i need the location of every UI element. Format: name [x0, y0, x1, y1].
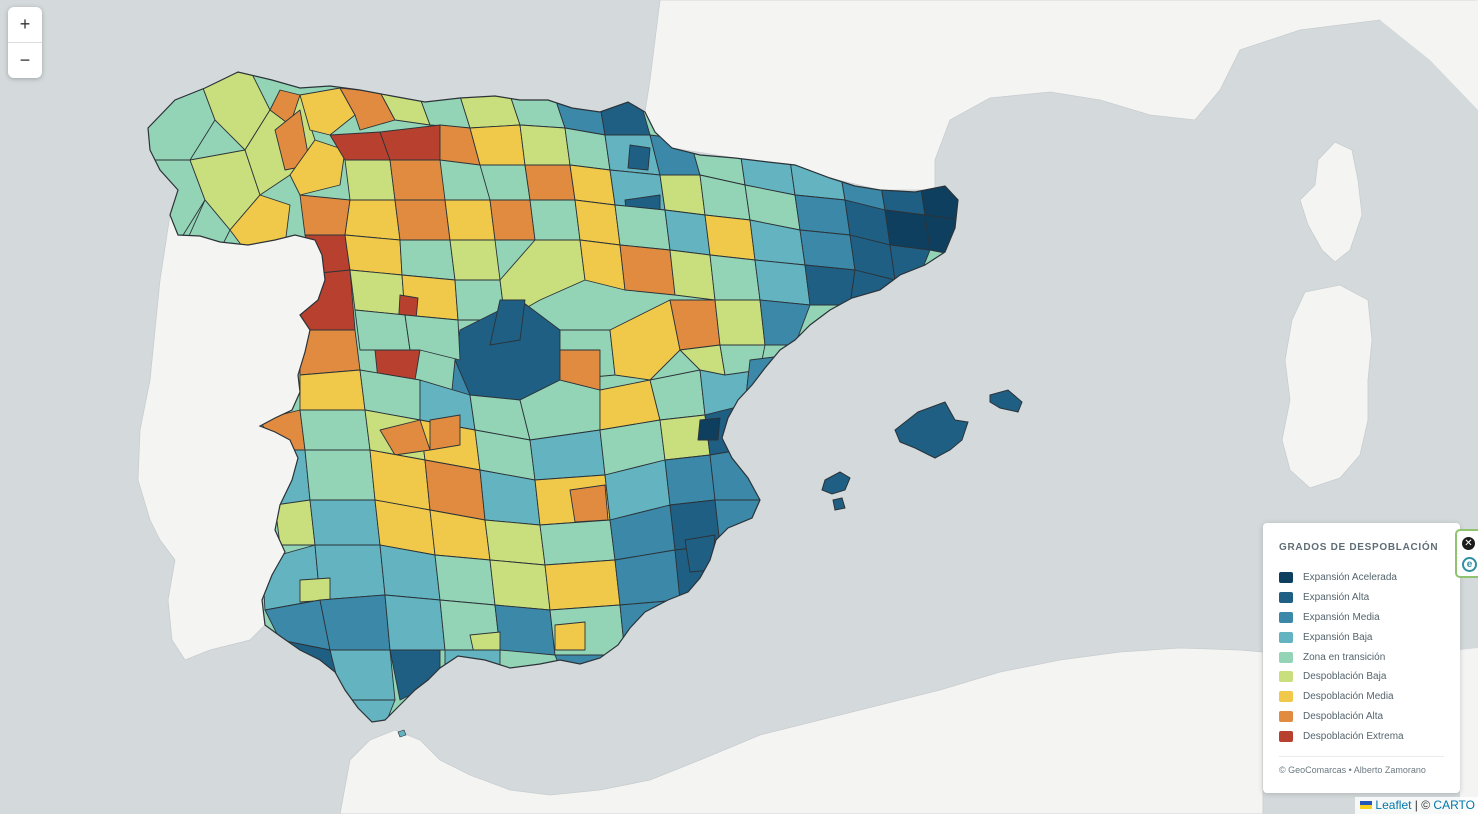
e-logo-icon[interactable]: e [1462, 557, 1477, 572]
legend-label: Zona en transición [1303, 651, 1386, 663]
legend-label: Despoblación Extrema [1303, 730, 1404, 742]
carto-link[interactable]: CARTO [1433, 798, 1475, 812]
legend-item: Expansión Baja [1279, 627, 1444, 647]
legend-swatch [1279, 730, 1293, 742]
close-circle-icon[interactable]: ✕ [1462, 537, 1475, 550]
legend-swatch [1279, 572, 1293, 584]
legend-item: Despoblación Baja [1279, 667, 1444, 687]
legend-title: GRADOS DE DESPOBLACIÓN [1279, 542, 1439, 553]
legend-swatch [1279, 691, 1293, 703]
ukraine-flag-icon [1360, 801, 1373, 809]
zoom-control: + − [8, 7, 42, 78]
map-attribution: Leaflet | © CARTO [1355, 797, 1478, 814]
legend-divider [1279, 756, 1444, 758]
legend-label: Expansión Alta [1303, 592, 1370, 604]
side-panel-tab[interactable]: ✕ e [1455, 529, 1478, 578]
legend-item: Expansión Media [1279, 608, 1444, 628]
legend-credit: © GeoComarcas • Alberto Zamorano [1279, 765, 1426, 776]
legend-label: Despoblación Baja [1303, 671, 1387, 683]
legend-swatch [1279, 671, 1293, 683]
legend-label: Expansión Baja [1303, 631, 1373, 643]
legend-swatch [1279, 651, 1293, 663]
legend-label: Expansión Media [1303, 611, 1380, 623]
legend-swatch [1279, 611, 1293, 623]
legend-label: Despoblación Media [1303, 691, 1394, 703]
legend-label: Expansión Acelerada [1303, 572, 1397, 584]
balearic-islands[interactable] [821, 389, 1023, 511]
leaflet-link[interactable]: Leaflet [1375, 798, 1412, 812]
legend-swatch [1279, 710, 1293, 722]
legend-panel: GRADOS DE DESPOBLACIÓN Expansión Acelera… [1263, 523, 1460, 793]
legend-item: Zona en transición [1279, 647, 1444, 667]
zoom-in-button[interactable]: + [19, 14, 31, 34]
zoom-out-button[interactable]: − [8, 42, 42, 78]
legend-swatch [1279, 631, 1293, 643]
legend-items: Expansión Acelerada Expansión Alta Expansi… [1279, 568, 1444, 746]
attribution-separator: | © [1411, 798, 1434, 812]
legend-item: Despoblación Extrema [1279, 726, 1444, 746]
legend-item: Despoblación Alta [1279, 707, 1444, 727]
legend-item: Despoblación Media [1279, 687, 1444, 707]
legend-item: Expansión Acelerada [1279, 568, 1444, 588]
legend-item: Expansión Alta [1279, 588, 1444, 608]
legend-label: Despoblación Alta [1303, 710, 1384, 722]
legend-swatch [1279, 592, 1293, 604]
